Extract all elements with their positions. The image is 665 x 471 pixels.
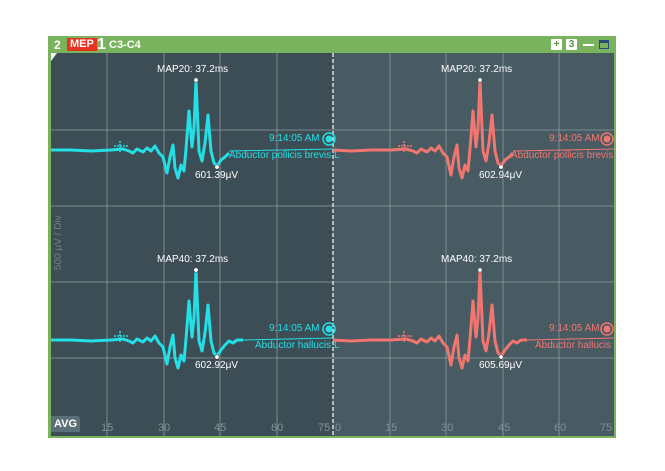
corner-marker-icon [51,53,57,61]
map-marker-label: MAP40: 37.2ms [157,254,229,265]
x-tick: 0 [335,422,342,434]
muscle-label: Abductor pollicis brevis L [229,150,340,161]
muscle-label: Abductor hallucis L [255,340,340,351]
amplitude-label: 602.94μV [479,170,523,181]
x-tick: 30 [441,422,454,434]
x-tick: 15 [101,422,114,434]
map-marker-label: MAP20: 37.2ms [441,64,513,75]
avg-button[interactable]: AVG [51,416,81,432]
panel-index: 2 [54,38,61,52]
timestamp-label: 9:14:05 AM [549,133,600,144]
x-tick: 45 [214,422,227,434]
y-scale-label: 500 μV / Div [53,215,64,270]
x-tick: 75 [600,422,613,434]
amplitude-label: 601.39μV [195,170,239,181]
timestamp-label: 9:14:05 AM [269,323,320,334]
mep-panel: 2 MEP 1 C3-C4 + 3 [48,36,616,438]
x-tick: 60 [271,422,284,434]
map-marker-label: MAP20: 37.2ms [157,64,229,75]
waveform-canvas [51,53,614,436]
montage-label: C3-C4 [109,39,141,51]
timestamp-label: 9:14:05 AM [269,133,320,144]
maximize-icon[interactable] [599,40,609,49]
muscle-label: Abductor hallucis R [535,340,614,351]
waveform-plot[interactable]: MAP20: 37.2ms 601.39μV 9:14:05 AM Abduct… [51,53,614,436]
x-tick: 30 [158,422,171,434]
x-tick: 75 [318,422,331,434]
map-marker-label: MAP40: 37.2ms [441,254,513,265]
x-tick: 45 [498,422,511,434]
minimize-icon[interactable] [583,44,594,46]
amplitude-label: 605.69μV [479,360,523,371]
add-button[interactable]: + [551,39,562,50]
amplitude-label: 602.92μV [195,360,239,371]
timestamp-label: 9:14:05 AM [549,323,600,334]
muscle-label: Abductor pollicis brevis R [511,150,614,161]
mode-badge: MEP [67,38,97,51]
panel-header: 2 MEP 1 C3-C4 + 3 [48,36,616,53]
trace-count-button[interactable]: 3 [566,39,577,50]
channel-number: 1 [97,36,106,53]
x-tick: 15 [385,422,398,434]
x-tick: 60 [554,422,567,434]
